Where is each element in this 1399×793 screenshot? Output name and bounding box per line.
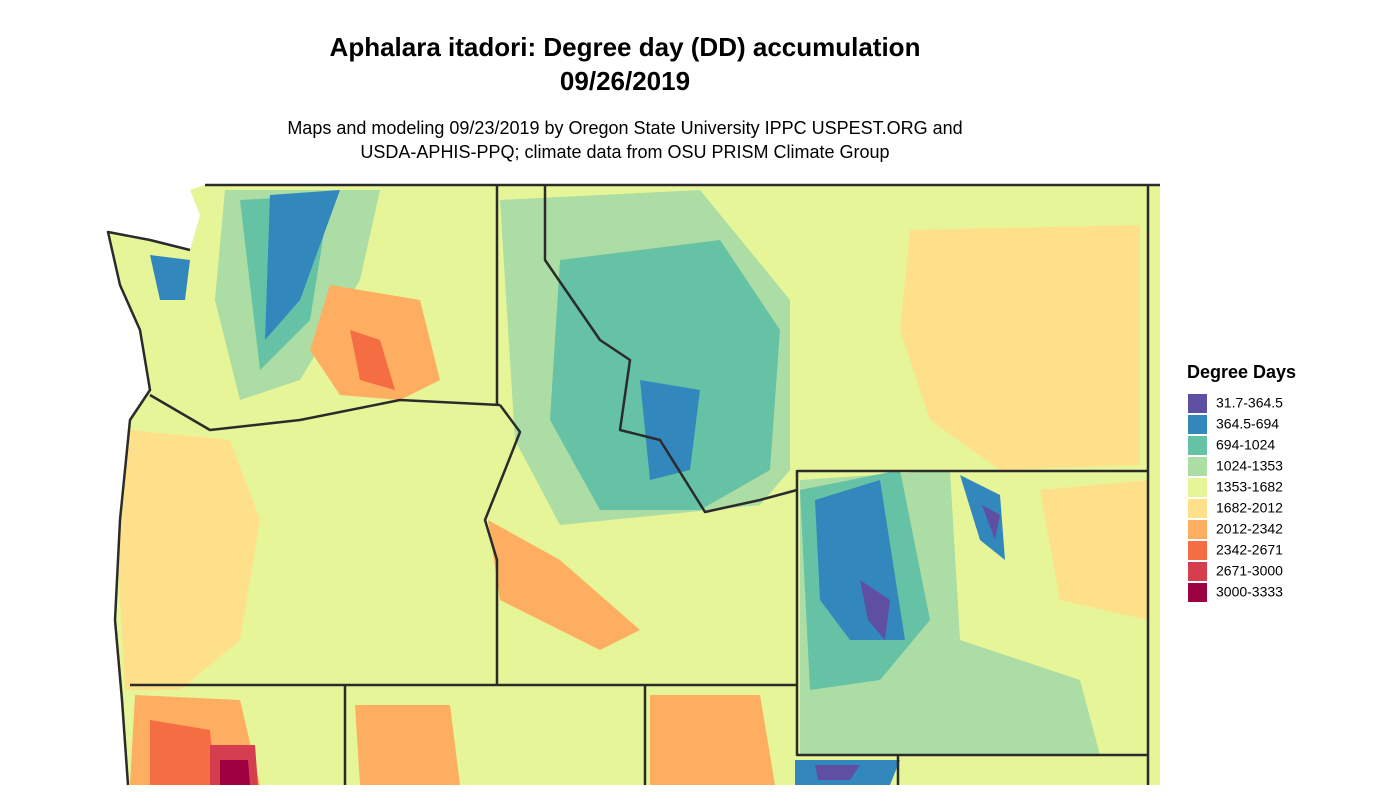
region	[350, 330, 395, 390]
legend-swatch	[1188, 520, 1207, 539]
legend-label: 364.5-694	[1216, 416, 1279, 432]
region	[982, 505, 1000, 540]
title: 09/26/2019	[560, 66, 690, 96]
legend-label: 3000-3333	[1216, 584, 1283, 600]
legend-label: 2342-2671	[1216, 542, 1283, 558]
legend-label: 2012-2342	[1216, 521, 1283, 537]
legend-label: 1353-1682	[1216, 479, 1283, 495]
legend-swatch	[1188, 583, 1207, 602]
region	[650, 695, 775, 785]
coast	[106, 230, 191, 786]
region	[488, 520, 640, 650]
legend-swatch	[1188, 478, 1207, 497]
legend-swatch	[1188, 457, 1207, 476]
region	[860, 580, 890, 640]
region	[900, 225, 1140, 470]
map	[106, 183, 1160, 786]
legend-label: 1024-1353	[1216, 458, 1283, 474]
legend: 31.7-364.5 364.5-694 694-1024 1024-1353 1353…	[1188, 394, 1283, 602]
state-border	[795, 470, 1148, 757]
legend-label: 1682-2012	[1216, 500, 1283, 516]
legend-swatch	[1188, 499, 1207, 518]
legend-label: 2671-3000	[1216, 563, 1283, 579]
legend-swatch	[1188, 562, 1207, 581]
legend-swatch	[1188, 436, 1207, 455]
legend-swatch	[1188, 394, 1207, 413]
region	[550, 240, 780, 510]
region	[150, 255, 190, 300]
region	[640, 380, 700, 480]
region	[265, 190, 340, 340]
subtitle: USDA-APHIS-PPQ; climate data from OSU PR…	[360, 142, 889, 162]
legend-title: Degree Days	[1187, 362, 1296, 382]
legend-label: 31.7-364.5	[1216, 395, 1283, 411]
subtitle: Maps and modeling 09/23/2019 by Oregon S…	[287, 118, 962, 138]
legend-swatch	[1188, 541, 1207, 560]
region	[815, 765, 860, 780]
region	[220, 760, 250, 785]
region	[960, 475, 1005, 560]
region	[1040, 480, 1148, 620]
state-border	[149, 393, 501, 432]
region	[150, 720, 215, 785]
title: Aphalara itadori: Degree day (DD) accumu…	[330, 32, 921, 62]
state-border	[543, 185, 798, 514]
legend-label: 694-1024	[1216, 437, 1275, 453]
region	[355, 705, 460, 785]
state-border	[483, 404, 522, 685]
region	[118, 430, 260, 690]
legend-swatch	[1188, 415, 1207, 434]
